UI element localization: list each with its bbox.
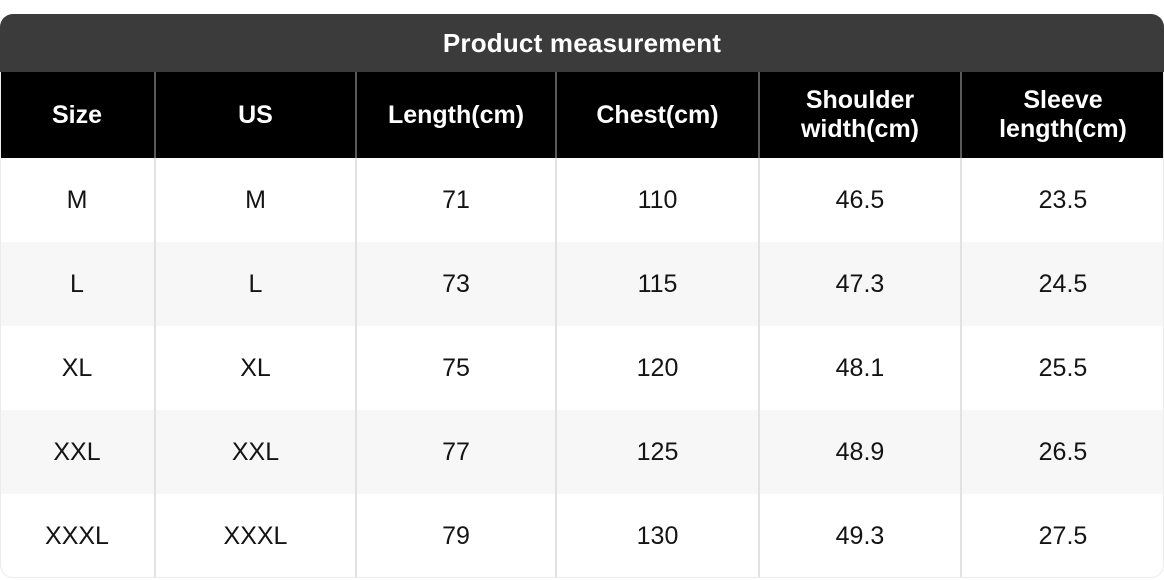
cell-us: M bbox=[155, 158, 357, 242]
cell-chest: 120 bbox=[556, 326, 760, 410]
cell-us: XXXL bbox=[155, 494, 357, 578]
page-title: Product measurement bbox=[442, 28, 722, 58]
cell-length: 77 bbox=[356, 410, 557, 494]
column-header-shoulder-width-line2: width(cm) bbox=[800, 115, 920, 143]
column-header-shoulder-width: Shoulder width(cm) bbox=[759, 72, 962, 158]
cell-sleeve-length: 24.5 bbox=[961, 242, 1164, 326]
cell-size: XXXL bbox=[0, 494, 156, 578]
cell-us: XL bbox=[155, 326, 357, 410]
column-header-sleeve-length-line1: Sleeve bbox=[1023, 86, 1103, 114]
cell-shoulder-width: 47.3 bbox=[759, 242, 962, 326]
cell-shoulder-width: 46.5 bbox=[759, 158, 962, 242]
cell-us: XXL bbox=[155, 410, 357, 494]
table-row: XXL XXL 77 125 48.9 26.5 bbox=[0, 410, 1164, 494]
cell-sleeve-length: 27.5 bbox=[961, 494, 1164, 578]
cell-size: XL bbox=[0, 326, 156, 410]
cell-shoulder-width: 48.9 bbox=[759, 410, 962, 494]
cell-shoulder-width: 49.3 bbox=[759, 494, 962, 578]
table-row: M M 71 110 46.5 23.5 bbox=[0, 158, 1164, 242]
cell-size: XXL bbox=[0, 410, 156, 494]
column-header-shoulder-width-line1: Shoulder bbox=[805, 86, 915, 114]
cell-chest: 115 bbox=[556, 242, 760, 326]
measurement-table: Size US Length(cm) Chest(cm) Shoulder wi… bbox=[0, 72, 1164, 578]
cell-length: 73 bbox=[356, 242, 557, 326]
cell-length: 71 bbox=[356, 158, 557, 242]
chart-title-bar: Product measurement bbox=[0, 14, 1164, 72]
cell-us: L bbox=[155, 242, 357, 326]
cell-chest: 130 bbox=[556, 494, 760, 578]
table-row: XXXL XXXL 79 130 49.3 27.5 bbox=[0, 494, 1164, 578]
cell-length: 75 bbox=[356, 326, 557, 410]
column-header-chest: Chest(cm) bbox=[556, 72, 760, 158]
column-header-length: Length(cm) bbox=[356, 72, 557, 158]
cell-sleeve-length: 25.5 bbox=[961, 326, 1164, 410]
column-header-sleeve-length: Sleeve length(cm) bbox=[961, 72, 1164, 158]
cell-size: M bbox=[0, 158, 156, 242]
table-row: XL XL 75 120 48.1 25.5 bbox=[0, 326, 1164, 410]
cell-sleeve-length: 23.5 bbox=[961, 158, 1164, 242]
cell-size: L bbox=[0, 242, 156, 326]
cell-length: 79 bbox=[356, 494, 557, 578]
column-header-sleeve-length-line2: length(cm) bbox=[999, 115, 1127, 143]
table-header-row: Size US Length(cm) Chest(cm) Shoulder wi… bbox=[0, 72, 1164, 158]
cell-chest: 125 bbox=[556, 410, 760, 494]
cell-shoulder-width: 48.1 bbox=[759, 326, 962, 410]
column-header-us: US bbox=[155, 72, 357, 158]
cell-chest: 110 bbox=[556, 158, 760, 242]
table-row: L L 73 115 47.3 24.5 bbox=[0, 242, 1164, 326]
column-header-size: Size bbox=[0, 72, 156, 158]
cell-sleeve-length: 26.5 bbox=[961, 410, 1164, 494]
